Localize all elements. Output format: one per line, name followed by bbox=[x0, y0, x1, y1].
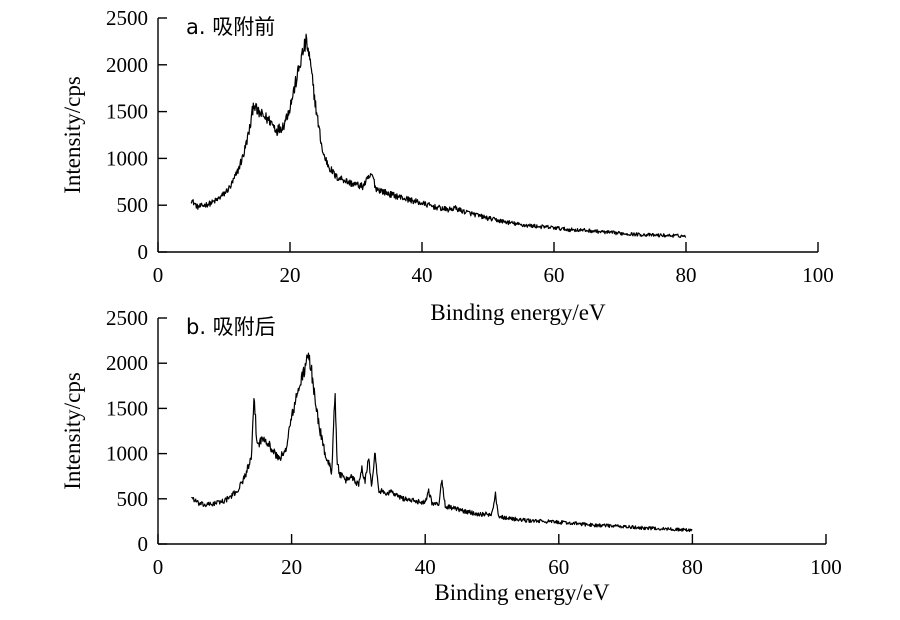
x-axis-title-a: Binding energy/eV bbox=[430, 300, 606, 325]
series-line-b bbox=[191, 352, 693, 533]
y-tick-label-a: 1000 bbox=[106, 146, 148, 170]
x-tick-label-b: 60 bbox=[548, 555, 569, 579]
series-line-a bbox=[190, 33, 687, 239]
x-tick-label-b: 20 bbox=[281, 555, 302, 579]
x-tick-label-b: 0 bbox=[153, 555, 164, 579]
y-tick-label-b: 2000 bbox=[106, 351, 148, 375]
chart-panel-a: 0 500 1000 1500 2000 2500 0 20 40 60 80 100 Binding … bbox=[60, 6, 834, 325]
x-tick-label-a: 100 bbox=[802, 263, 834, 287]
x-tick-label-b: 80 bbox=[682, 555, 703, 579]
x-tick-label-a: 40 bbox=[412, 263, 433, 287]
y-tick-label-b: 2500 bbox=[106, 306, 148, 330]
panel-title-b: b. 吸附后 bbox=[186, 315, 276, 339]
y-tick-label-b: 1000 bbox=[106, 442, 148, 466]
y-tick-label-b: 1500 bbox=[106, 396, 148, 420]
x-tick-label-a: 80 bbox=[676, 263, 697, 287]
x-tick-label-b: 100 bbox=[810, 555, 842, 579]
x-tick-label-a: 20 bbox=[280, 263, 301, 287]
x-tick-label-a: 60 bbox=[544, 263, 565, 287]
y-tick-label-a: 2000 bbox=[106, 53, 148, 77]
y-axis-title-b: Intensity/cps bbox=[60, 372, 85, 490]
chart-panel-b: 0 500 1000 1500 2000 2500 0 20 40 60 80 100 Binding … bbox=[60, 306, 842, 605]
x-axis-title-b: Binding energy/eV bbox=[434, 580, 610, 605]
y-tick-label-a: 500 bbox=[117, 193, 149, 217]
y-tick-label-a: 1500 bbox=[106, 100, 148, 124]
x-tick-label-a: 0 bbox=[153, 263, 164, 287]
y-tick-label-a: 0 bbox=[138, 240, 149, 264]
y-tick-label-b: 0 bbox=[138, 532, 149, 556]
x-tick-label-b: 40 bbox=[415, 555, 436, 579]
panel-title-a: a. 吸附前 bbox=[186, 15, 275, 39]
y-tick-label-a: 2500 bbox=[106, 6, 148, 30]
y-axis-title-a: Intensity/cps bbox=[60, 76, 85, 194]
y-tick-label-b: 500 bbox=[117, 487, 149, 511]
